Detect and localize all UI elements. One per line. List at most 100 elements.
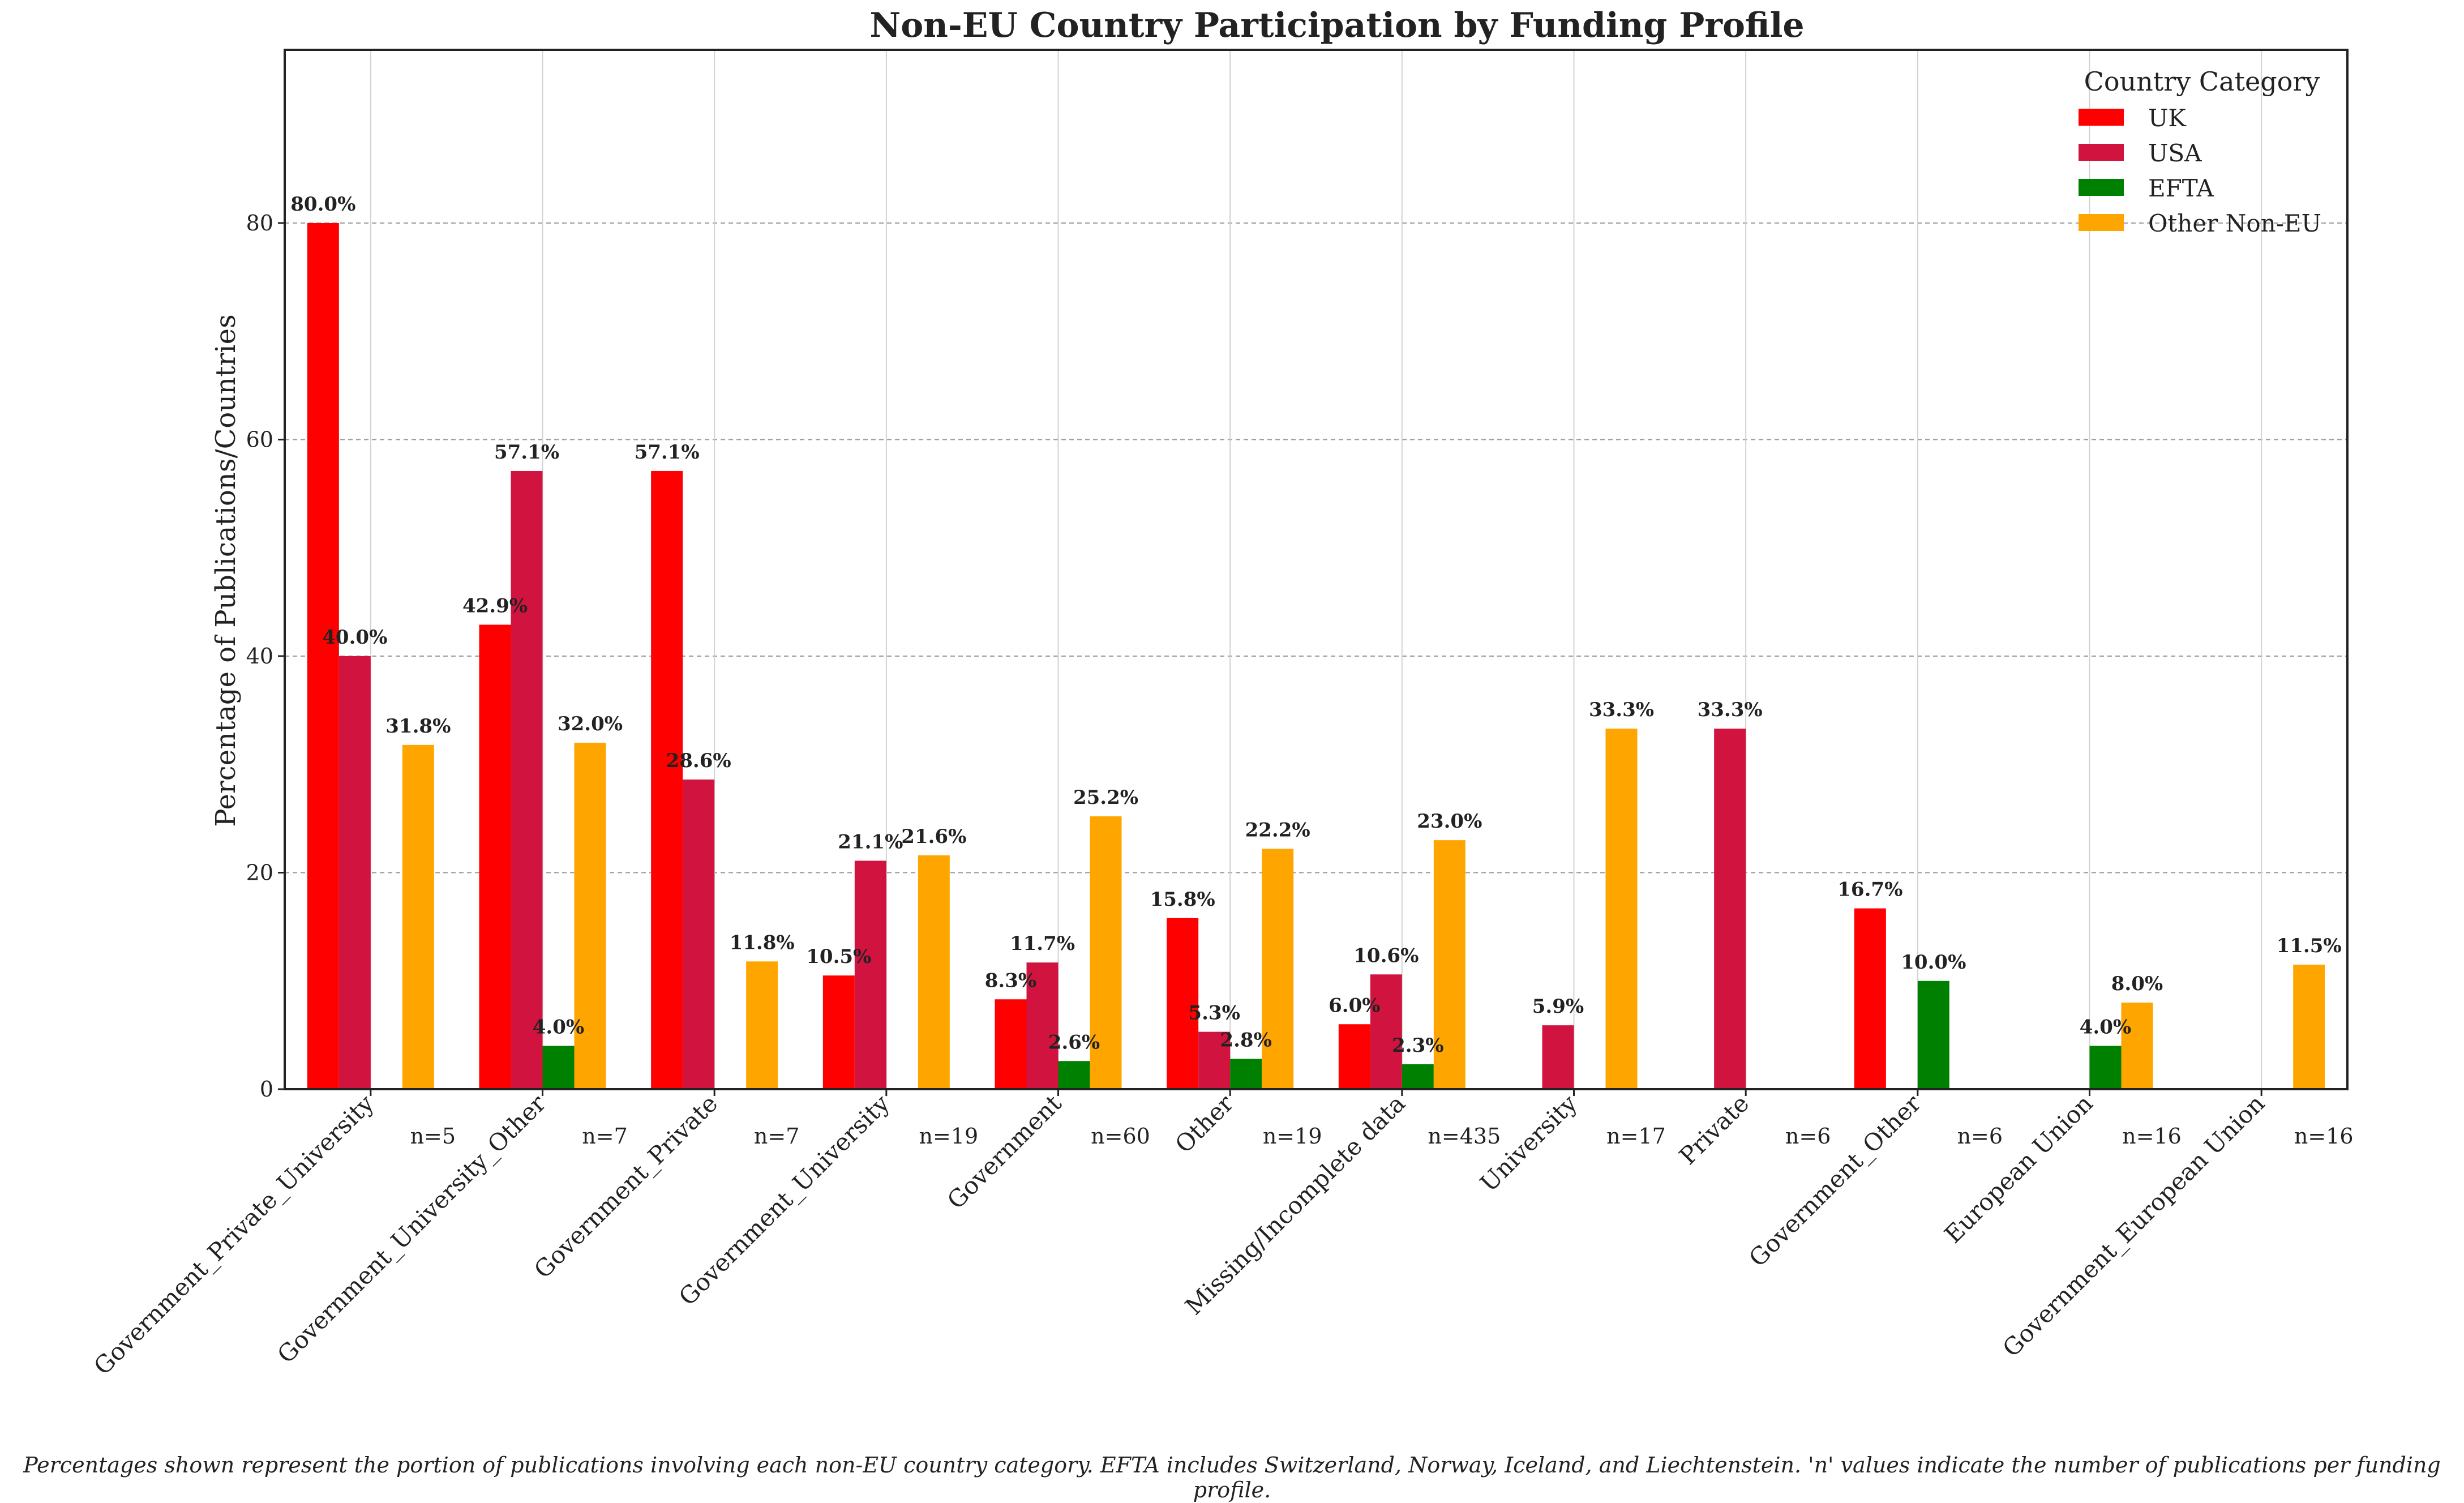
bar <box>402 744 434 1089</box>
n-label: n=6 <box>1785 1124 1831 1149</box>
data-label: 6.0% <box>1329 994 1380 1017</box>
legend-entry: EFTA <box>2148 174 2214 202</box>
data-label: 32.0% <box>558 713 623 735</box>
bar <box>542 1046 575 1089</box>
legend-swatch <box>2079 214 2124 231</box>
data-label: 42.9% <box>462 595 528 618</box>
legend-title: Country Category <box>2084 66 2320 97</box>
data-label: 4.0% <box>2080 1016 2131 1039</box>
data-label: 21.1% <box>838 830 903 853</box>
labels-layer: 80.0% 42.9% 57.1% 10.5% 8.3% 15.8% 6.0% 16.7% 40… <box>290 193 2341 1057</box>
bar <box>307 223 339 1089</box>
bars-layer <box>307 223 2325 1089</box>
x-tick-label: Other <box>1169 1089 1239 1158</box>
bar <box>479 624 511 1089</box>
x-tick-label: European Union <box>1939 1089 2098 1248</box>
data-label: 80.0% <box>290 193 355 216</box>
data-label: 40.0% <box>322 626 387 649</box>
n-label: n=17 <box>1606 1124 1666 1149</box>
bar <box>1167 918 1199 1089</box>
data-label: 21.6% <box>901 825 966 848</box>
n-label: n=5 <box>410 1124 456 1149</box>
data-label: 8.0% <box>2111 973 2163 995</box>
data-label: 11.8% <box>730 931 795 954</box>
bar <box>1605 729 1638 1089</box>
bar <box>1262 849 1294 1089</box>
data-label: 33.3% <box>1698 699 1763 721</box>
bar <box>1714 729 1746 1089</box>
data-label: 33.3% <box>1589 699 1654 721</box>
data-label: 15.8% <box>1150 888 1215 911</box>
y-tick-label: 20 <box>246 860 273 885</box>
bar <box>574 743 606 1089</box>
n-label: n=6 <box>1957 1124 2003 1149</box>
legend-entry: Other Non-EU <box>2148 209 2321 237</box>
bar <box>1230 1059 1262 1089</box>
bar <box>2089 1046 2122 1089</box>
x-tick-label: Government_Private_University <box>88 1089 379 1380</box>
data-label: 8.3% <box>985 969 1036 992</box>
footnote: Percentages shown represent the portion … <box>23 1453 2441 1502</box>
x-tick-label: Private <box>1674 1089 1754 1170</box>
data-label: 31.8% <box>385 715 451 738</box>
bar <box>651 470 683 1089</box>
legend-swatch <box>2079 109 2124 126</box>
chart-title: Non-EU Country Participation by Funding … <box>869 6 1804 45</box>
bar <box>1370 974 1402 1089</box>
legend-swatch <box>2079 179 2124 196</box>
y-axis-label: Percentage of Publications/Countries <box>210 314 242 827</box>
legend-swatch <box>2079 144 2124 161</box>
bar <box>822 975 855 1089</box>
bar <box>746 961 778 1089</box>
data-label: 57.1% <box>635 441 700 464</box>
bar <box>1026 962 1059 1089</box>
legend: Country Category UK USA EFTA Other Non-EU <box>2079 66 2321 237</box>
x-axis: Government_Private_University n=5 Governme… <box>88 1089 2353 1380</box>
bar <box>511 470 543 1089</box>
n-label: n=16 <box>2122 1124 2182 1149</box>
data-label: 57.1% <box>494 441 559 464</box>
y-tick-label: 80 <box>246 211 273 235</box>
n-label: n=7 <box>582 1124 628 1149</box>
data-label: 5.3% <box>1188 1002 1240 1025</box>
n-label: n=16 <box>2294 1124 2354 1149</box>
data-label: 25.2% <box>1073 786 1138 809</box>
y-tick-label: 60 <box>246 427 273 452</box>
bar <box>2293 965 2325 1089</box>
bar <box>683 780 715 1089</box>
data-label: 23.0% <box>1417 810 1482 833</box>
data-label: 2.8% <box>1220 1029 1271 1051</box>
bar <box>2121 1003 2153 1089</box>
bar <box>918 855 950 1089</box>
data-label: 4.0% <box>533 1016 584 1039</box>
bar <box>1917 980 1949 1089</box>
y-tick-label: 40 <box>246 644 273 669</box>
data-label: 28.6% <box>666 750 731 772</box>
plot-frame <box>284 49 2349 1090</box>
n-label: n=7 <box>754 1124 800 1149</box>
n-label: n=19 <box>1263 1124 1322 1149</box>
data-label: 10.0% <box>1901 951 1966 974</box>
data-label: 2.3% <box>1392 1034 1443 1057</box>
bar <box>1402 1064 1434 1089</box>
n-label: n=435 <box>1428 1124 1501 1149</box>
bar <box>1090 816 1122 1089</box>
bar <box>995 999 1027 1089</box>
data-label: 10.6% <box>1353 944 1419 967</box>
data-label: 10.5% <box>806 945 871 968</box>
bar <box>1542 1025 1574 1089</box>
data-label: 22.2% <box>1245 819 1310 841</box>
data-label: 5.9% <box>1532 995 1584 1018</box>
y-tick-label: 0 <box>260 1077 273 1102</box>
bar <box>338 656 371 1089</box>
legend-entry: USA <box>2148 139 2202 167</box>
bar <box>1058 1061 1090 1089</box>
data-label: 2.6% <box>1048 1031 1100 1054</box>
bar <box>1338 1024 1370 1089</box>
bar <box>1433 840 1465 1089</box>
legend-entry: UK <box>2148 104 2187 132</box>
bar <box>1854 908 1886 1089</box>
n-label: n=60 <box>1091 1124 1150 1149</box>
n-label: n=19 <box>919 1124 978 1149</box>
